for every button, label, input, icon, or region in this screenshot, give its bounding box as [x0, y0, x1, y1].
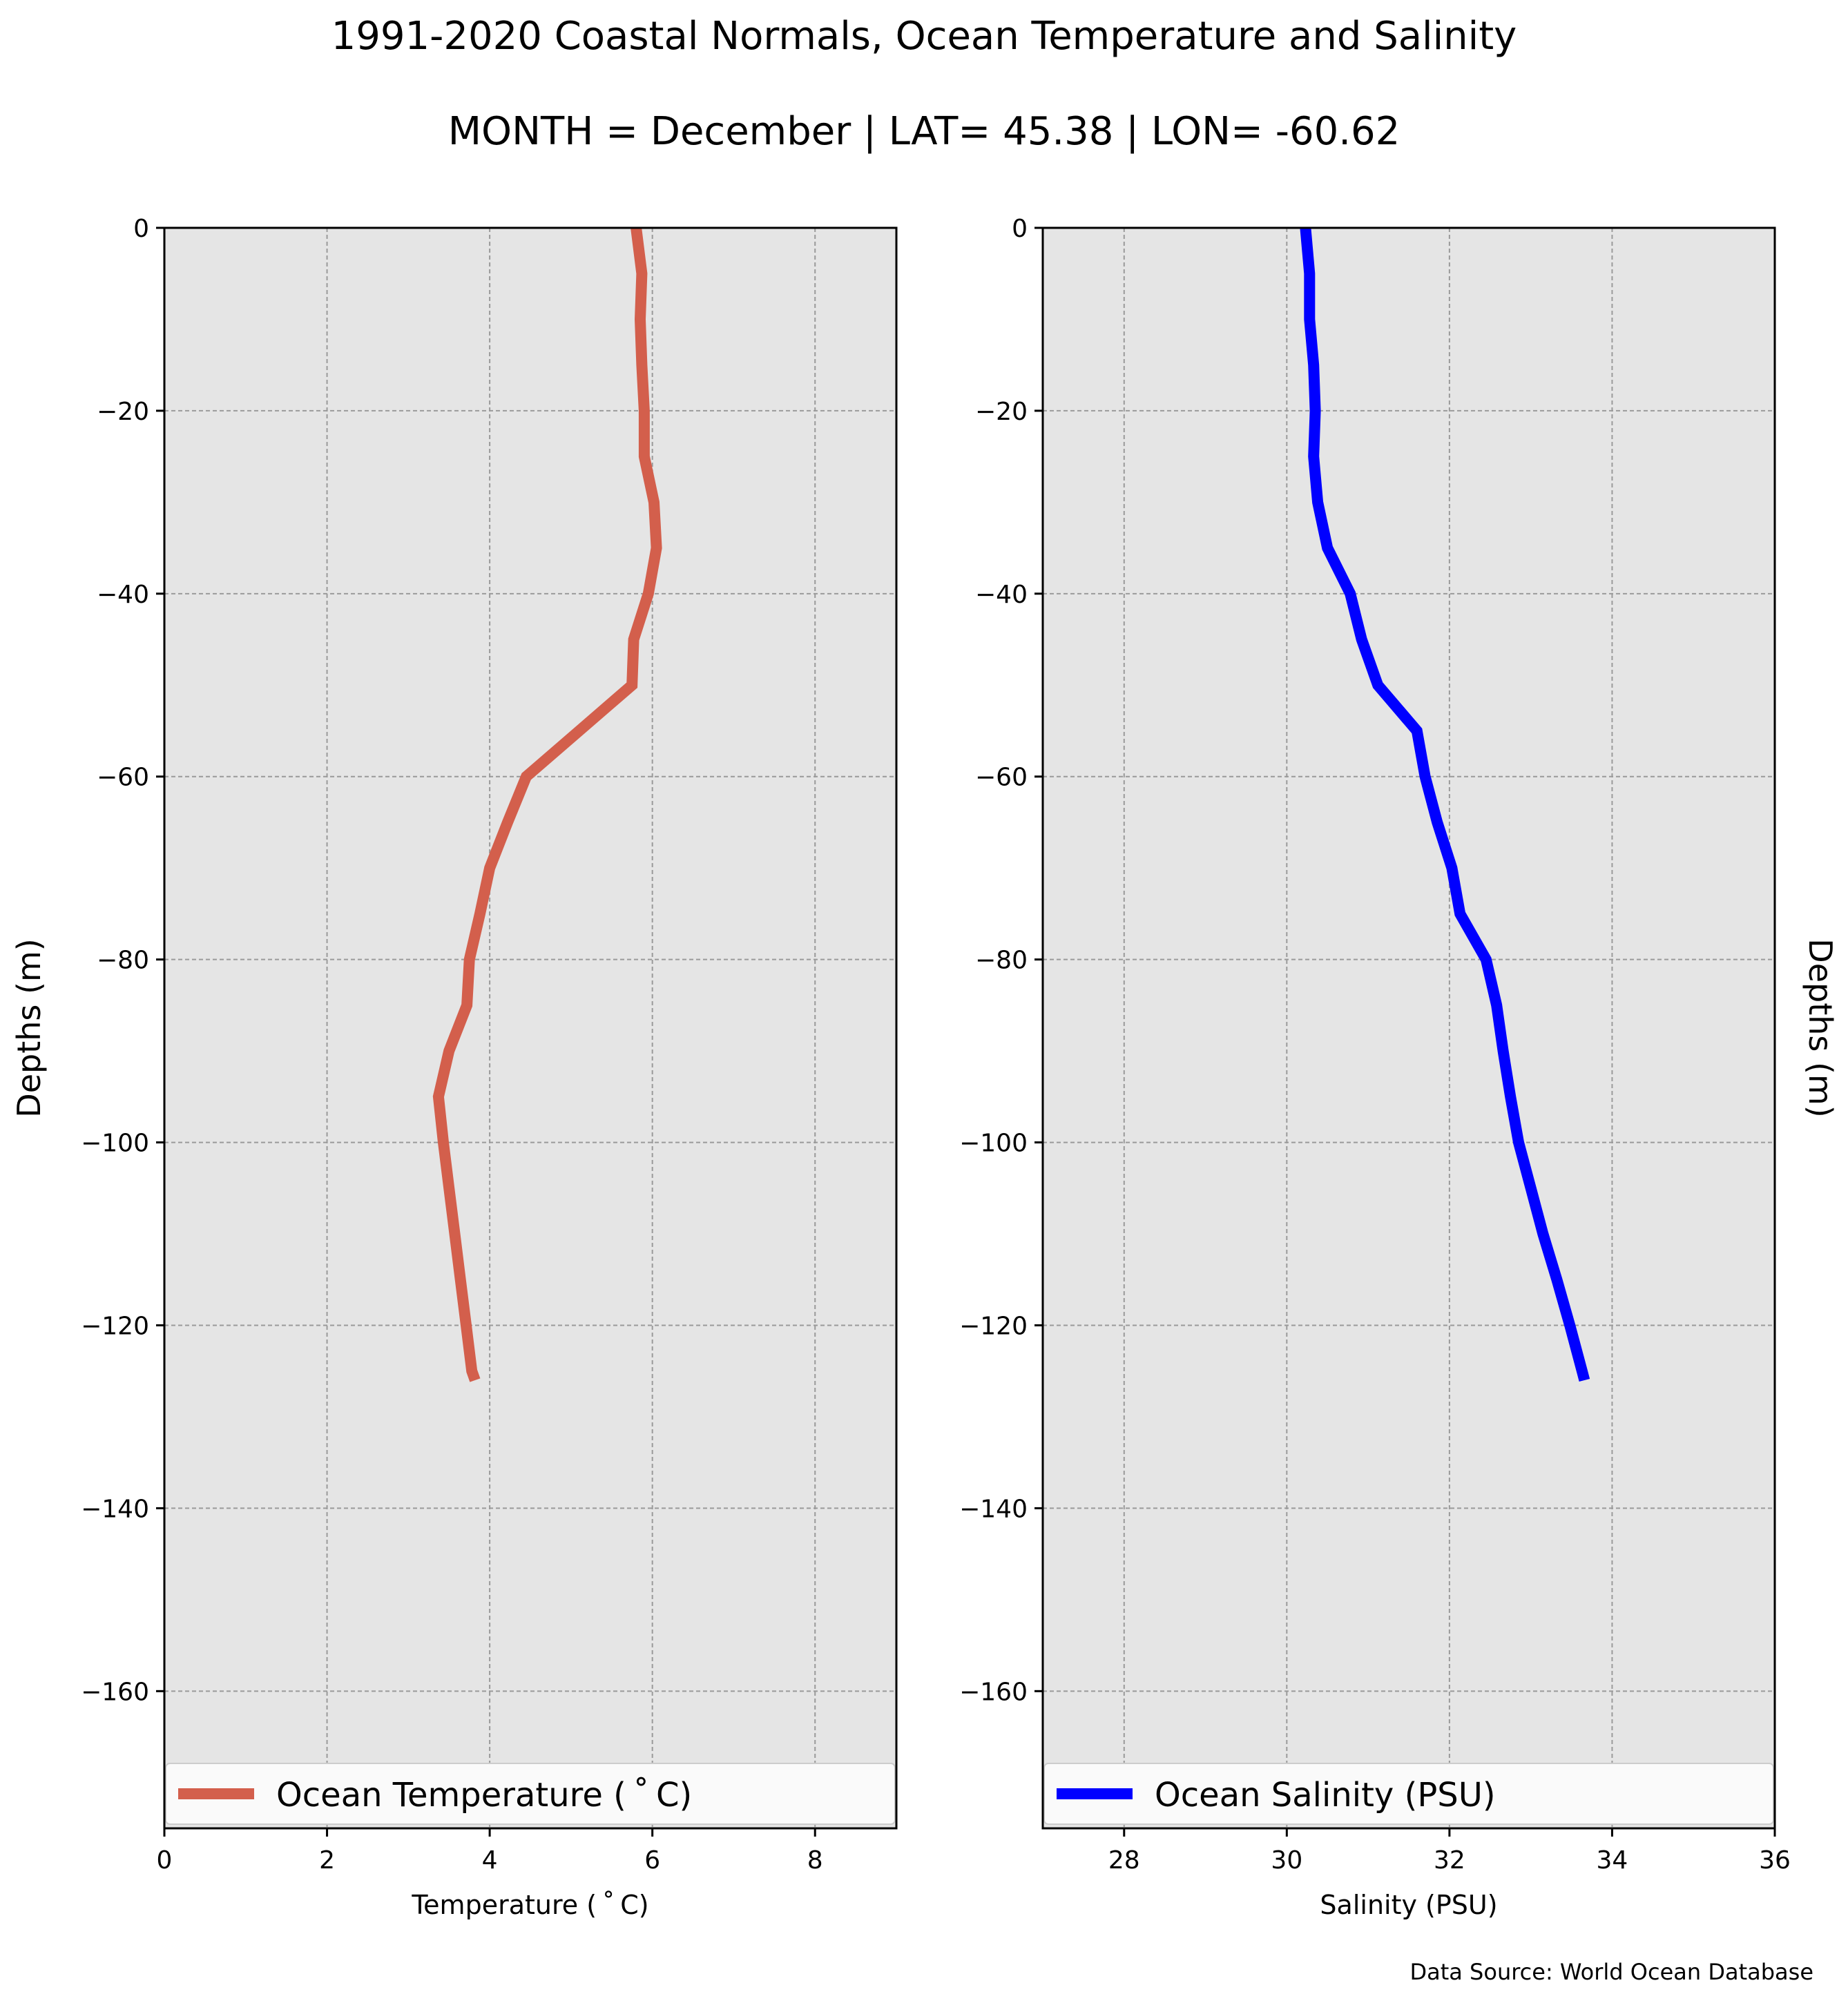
x-tick-label: 30 [1271, 1846, 1302, 1875]
y-tick-label: −20 [975, 398, 1028, 426]
x-axis-label: Salinity (PSU) [1320, 1890, 1497, 1920]
chart-panel-1: Ocean Temperature ( ˚ C) 0 2 4 6 8 0 −20 −40 −60 −… [10, 215, 898, 1920]
series-line-1-1 [432, 227, 662, 1382]
chart-subtitle: MONTH = December | LAT= 45.38 | LON= -60… [447, 109, 1401, 154]
y-tick-label: 0 [1012, 215, 1028, 243]
y-tick-label: −80 [97, 947, 149, 975]
y-axis-label: Depths (m) [10, 938, 48, 1117]
axes-frame [163, 226, 898, 1830]
x-tick-label: 8 [807, 1846, 823, 1875]
y-tick-label: −160 [959, 1678, 1028, 1706]
x-tick-label: 36 [1759, 1846, 1791, 1875]
legend-label: Ocean Salinity (PSU) [1155, 1776, 1496, 1815]
axes-frame [1041, 226, 1776, 1830]
y-tick-label: −60 [975, 764, 1028, 792]
y-tick-label: −40 [97, 581, 149, 609]
x-tick-label: 28 [1108, 1846, 1140, 1875]
x-tick-label: 6 [644, 1846, 660, 1875]
y-tick-label: −120 [81, 1312, 149, 1340]
y-axis-label: Depths (m) [1802, 938, 1839, 1117]
y-tick-label: −40 [975, 581, 1028, 609]
chart-title: 1991-2020 Coastal Normals, Ocean Tempera… [331, 14, 1517, 59]
y-tick-label: −160 [81, 1678, 149, 1706]
y-tick-label: 0 [133, 215, 149, 243]
x-tick-label: 34 [1597, 1846, 1628, 1875]
legend-box [165, 1763, 896, 1825]
legend-label: Ocean Temperature ( ˚ C) [276, 1776, 692, 1815]
plot-area [1043, 228, 1775, 1828]
y-tick-label: −80 [975, 947, 1028, 975]
x-tick-label: 32 [1434, 1846, 1465, 1875]
plot-area [164, 228, 896, 1828]
y-tick-label: −120 [959, 1312, 1028, 1340]
chart-panel-2: Ocean Salinity (PSU) 28 30 32 34 36 0 −20 −40 −60… [959, 215, 1839, 1920]
y-tick-label: −100 [959, 1130, 1028, 1158]
x-tick-label: 0 [157, 1846, 173, 1875]
y-tick-label: −140 [81, 1495, 149, 1523]
y-tick-label: −20 [97, 398, 149, 426]
data-source-note: Data Source: World Ocean Database [1409, 1959, 1813, 1985]
y-tick-label: −100 [81, 1130, 149, 1158]
series-line-2-1 [1300, 227, 1590, 1382]
x-tick-label: 4 [482, 1846, 498, 1875]
legend-box [1043, 1763, 1774, 1825]
y-tick-label: −60 [97, 764, 149, 792]
x-tick-label: 2 [319, 1846, 335, 1875]
y-tick-label: −140 [959, 1495, 1028, 1523]
x-axis-label: Temperature ( ˚ C) [411, 1890, 648, 1920]
